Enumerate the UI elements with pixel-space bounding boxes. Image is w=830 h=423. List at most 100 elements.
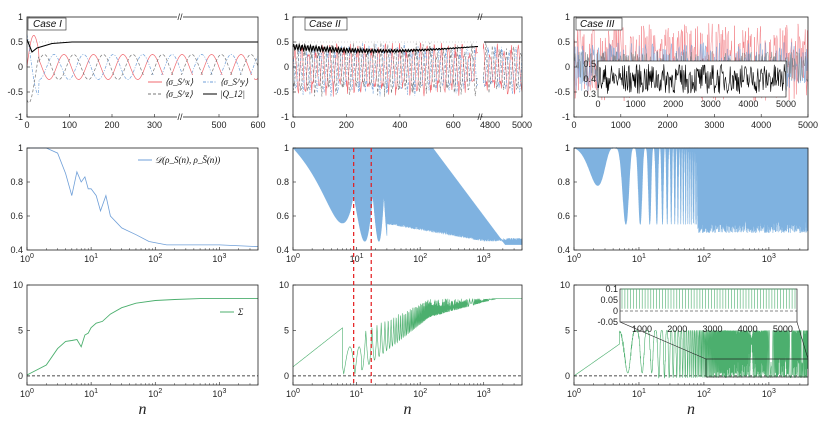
caseII-label-box bbox=[304, 17, 348, 31]
caseIII-Sigma-zoom-connector bbox=[619, 321, 707, 360]
caseII-D-xtick-label: 102 bbox=[413, 253, 427, 264]
caseIII-Sigma-inset-xtick-label: 1000 bbox=[632, 324, 652, 334]
caseIII-D-xtick-exp: 2 bbox=[707, 253, 711, 260]
caseIII-Sigma-xtick-label: 102 bbox=[697, 388, 711, 399]
caseI-D-xtick-label: 102 bbox=[148, 253, 162, 264]
caseII-Sigma-ytick-label: 0 bbox=[284, 371, 289, 381]
caseIII-Sigma-ytick-label: 10 bbox=[560, 280, 570, 290]
caseII-spin-ytick-label: -0.5 bbox=[273, 87, 289, 97]
caseII-series-1 bbox=[292, 43, 523, 97]
caseII-D-ytick-label: 0.6 bbox=[276, 211, 289, 221]
caseIII-inset-xtick-label: 2000 bbox=[663, 99, 683, 109]
caseIII-Sigma-inset-ytick-label: 0 bbox=[613, 306, 618, 316]
caseIII-label-box bbox=[575, 17, 623, 31]
caseII-D-frame bbox=[292, 147, 523, 251]
caseII-break-mark: // bbox=[477, 12, 483, 22]
caseI-spin-xtick-label: 0 bbox=[24, 120, 29, 130]
caseII-Sigma-xtick-exp: 1 bbox=[360, 388, 364, 395]
caseI-Sigma-xtick-label: 101 bbox=[84, 388, 98, 399]
caseI-Sigma-ytick-label: 0 bbox=[18, 371, 23, 381]
caseII-D-xtick-label: 100 bbox=[286, 253, 300, 264]
caseI-D-xtick-label: 100 bbox=[20, 253, 34, 264]
caseIII-D-xtick-label: 103 bbox=[762, 253, 776, 264]
caseII-D-ytick-label: 0.8 bbox=[276, 177, 289, 187]
caseIII-inset-ytick-label: 0.4 bbox=[583, 74, 596, 84]
caseIII-D-xtick-exp: 0 bbox=[577, 253, 581, 260]
caseIII-spin-xtick-label: 4000 bbox=[751, 120, 771, 130]
caseIII-Sigma-inset-ytick-label: 0.05 bbox=[600, 295, 618, 305]
caseII-break-mark: // bbox=[477, 112, 483, 122]
caseII-spin-xtick-label: 200 bbox=[339, 120, 354, 130]
caseI-D-ytick-label: 0.8 bbox=[10, 177, 23, 187]
caseII-Sigma-xtick-exp: 3 bbox=[487, 388, 491, 395]
caseI-Sigma-xtick-label: 102 bbox=[148, 388, 162, 399]
caseIII-Sigma-ytick-label: 0 bbox=[565, 371, 570, 381]
caseII-Sigma-xtick-label: 101 bbox=[350, 388, 364, 399]
caseI-spin-xtick-label: 200 bbox=[104, 120, 119, 130]
caseI-spin-xtick-label: 300 bbox=[147, 120, 162, 130]
caseIII-D-ytick-label: 0.8 bbox=[557, 177, 570, 187]
caseII-break-gap bbox=[478, 18, 483, 116]
caseI-spin-ytick-label: -1 bbox=[15, 112, 23, 122]
caseIII-spin-xtick-label: 2000 bbox=[658, 120, 678, 130]
caseII-spin-ytick-label: 0.5 bbox=[276, 37, 289, 47]
caseIII-spin-ytick-label: -1 bbox=[562, 112, 570, 122]
caseIII-Sigma-xtick-exp: 2 bbox=[707, 388, 711, 395]
caseII-spin-xtick-label: 600 bbox=[446, 120, 461, 130]
caseI-legend-label: ⟨σ_S^x⟩ bbox=[165, 77, 194, 87]
caseIII-Sigma-inset-xtick-label: 2000 bbox=[667, 324, 687, 334]
caseI-Sigma-ytick-label: 5 bbox=[18, 325, 23, 335]
caseIII-spin-ytick-label: 1 bbox=[565, 12, 570, 22]
caseII-D-xtick-label: 101 bbox=[350, 253, 364, 264]
caseIII-Sigma-frame bbox=[573, 284, 809, 386]
caseII-Sigma-xtick-exp: 2 bbox=[423, 388, 427, 395]
caseII-Q12-line bbox=[292, 42, 480, 55]
caseI-legend-label: ⟨σ_S^y⟩ bbox=[220, 77, 249, 87]
caseII-D-xtick-label: 103 bbox=[477, 253, 491, 264]
caseI-break-gap bbox=[177, 14, 183, 20]
caseIII-Sigma-xtick-exp: 0 bbox=[577, 388, 581, 395]
caseII-D-xtick-exp: 0 bbox=[296, 253, 300, 260]
caseI-D-xtick-exp: 3 bbox=[222, 253, 226, 260]
caseI-Sigma-xtick-exp: 3 bbox=[222, 388, 226, 395]
caseIII-label: Case III bbox=[580, 19, 615, 30]
caseIII-spin-xtick-label: 0 bbox=[571, 120, 576, 130]
caseI-Sigma-xtick-exp: 1 bbox=[94, 388, 98, 395]
caseIII-D-xtick-label: 101 bbox=[632, 253, 646, 264]
caseIII-inset-xtick-label: 5000 bbox=[776, 99, 796, 109]
caseI-legend-label: |Q_12| bbox=[220, 89, 245, 99]
caseII-spin-xtick-label: 400 bbox=[392, 120, 407, 130]
caseIII-inset-xtick-label: 1000 bbox=[626, 99, 646, 109]
caseIII-Sigma-xtick-exp: 3 bbox=[772, 388, 776, 395]
caseI-spin-xtick-label: 500 bbox=[211, 120, 226, 130]
caseI-break-gap bbox=[177, 114, 183, 120]
caseII-spin-xtick-label: 0 bbox=[290, 120, 295, 130]
caseIII-D-xtick-exp: 3 bbox=[772, 253, 776, 260]
caseI-D-frame bbox=[26, 147, 259, 251]
caseIII-Sigma-inset-xtick-label: 5000 bbox=[773, 324, 793, 334]
caseIII-Sigma-line bbox=[573, 329, 809, 379]
caseI-legend-label: ⟨σ_S^z⟩ bbox=[165, 89, 193, 99]
caseI-D-ytick-label: 1 bbox=[18, 143, 23, 153]
caseI-Sigma-line bbox=[26, 298, 258, 376]
caseII-D-line bbox=[292, 147, 523, 245]
caseI-D-legend-label: 𝒟(ρ_S(n), ρ_S̄(n)) bbox=[155, 155, 220, 165]
caseIII-spin-ytick-label: 0.5 bbox=[557, 37, 570, 47]
caseI-break-mark: // bbox=[177, 12, 183, 22]
caseII-Sigma-xtick-exp: 0 bbox=[296, 388, 300, 395]
caseIII-Sigma-inset-ytick-label: -0.05 bbox=[597, 317, 618, 327]
caseI-Sigma-xtick-exp: 0 bbox=[30, 388, 34, 395]
caseIII-D-xtick-label: 100 bbox=[567, 253, 581, 264]
caseII-spin-ytick-label: 0 bbox=[284, 62, 289, 72]
caseIII-Sigma-xtick-label: 103 bbox=[762, 388, 776, 399]
caseII-Sigma-line bbox=[292, 297, 522, 375]
caseI-break-mark: // bbox=[177, 112, 183, 122]
caseI-Sigma-xtick-exp: 2 bbox=[158, 388, 162, 395]
caseI-spin-ytick-label: 1 bbox=[18, 12, 23, 22]
caseII-Sigma-ytick-label: 10 bbox=[279, 280, 289, 290]
caseII-Sigma-xtick-label: 103 bbox=[477, 388, 491, 399]
caseIII-spin-ytick-label: -0.5 bbox=[554, 87, 570, 97]
caseI-legend-bg bbox=[144, 75, 254, 109]
caseI-Q12-line bbox=[26, 39, 258, 53]
caseII-Sigma-xtick-label: 102 bbox=[413, 388, 427, 399]
